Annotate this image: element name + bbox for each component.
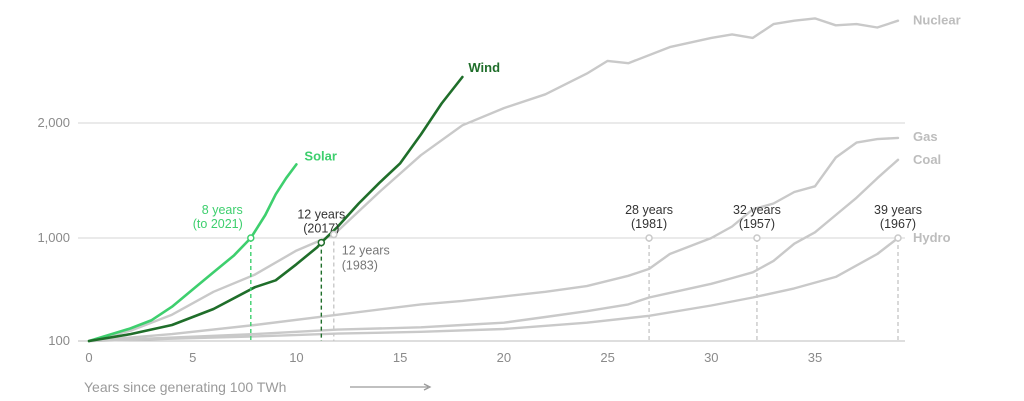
x-tick-label: 5 — [189, 350, 196, 365]
annotation-year: (2017) — [303, 222, 339, 236]
series-line-wind — [87, 75, 464, 343]
series-label-gas: Gas — [913, 129, 938, 144]
annotation-years: 8 years — [202, 203, 243, 217]
series-label-nuclear: Nuclear — [913, 13, 961, 28]
annotation-year: (1967) — [880, 217, 916, 231]
x-axis-arrow — [350, 383, 432, 391]
x-tick-label: 25 — [600, 350, 614, 365]
gridlines: 100 1,000 2,000 — [37, 115, 905, 348]
annotation-years: 12 years — [342, 244, 390, 258]
annotation-marker — [317, 238, 326, 247]
annotation-marker — [753, 234, 761, 242]
annotation-marker — [645, 234, 653, 242]
annotation-year: (to 2021) — [193, 217, 243, 231]
series-label-coal: Coal — [913, 152, 941, 167]
series-label-hydro: Hydro — [913, 230, 951, 245]
x-tick-label: 35 — [808, 350, 822, 365]
annotation-years: 39 years — [874, 203, 922, 217]
annotation-year: (1981) — [631, 217, 667, 231]
annotation-year: (1957) — [739, 217, 775, 231]
annotation-years: 28 years — [625, 203, 673, 217]
annotation-marker — [330, 230, 338, 239]
series-labels: Solar Wind Nuclear Gas Coal Hydro — [304, 13, 960, 245]
annotation-marker — [894, 234, 902, 242]
y-tick-label: 2,000 — [37, 115, 70, 130]
series-line-nuclear — [87, 17, 900, 343]
annotations: 8 years(to 2021)12 years(2017)12 years(1… — [193, 203, 922, 341]
series-line-coal — [87, 158, 900, 343]
series-line-gas — [87, 136, 900, 343]
x-axis-label: Years since generating 100 TWh — [84, 379, 286, 395]
x-tick-label: 15 — [393, 350, 407, 365]
y-tick-label: 100 — [48, 333, 70, 348]
series-line-solar — [87, 163, 298, 343]
x-tick-label: 0 — [85, 350, 92, 365]
y-tick-label: 1,000 — [37, 230, 70, 245]
annotation-years: 32 years — [733, 203, 781, 217]
annotation-year: (1983) — [342, 259, 378, 273]
axes: 0 5 10 15 20 25 30 35 — [85, 350, 822, 365]
series-line-hydro — [87, 236, 900, 343]
annotation-marker — [247, 234, 255, 242]
series-label-wind: Wind — [468, 60, 500, 75]
x-tick-label: 30 — [704, 350, 718, 365]
annotation-years: 12 years — [297, 208, 345, 222]
series-label-solar: Solar — [304, 148, 337, 163]
x-tick-label: 10 — [289, 350, 303, 365]
x-tick-label: 20 — [497, 350, 511, 365]
